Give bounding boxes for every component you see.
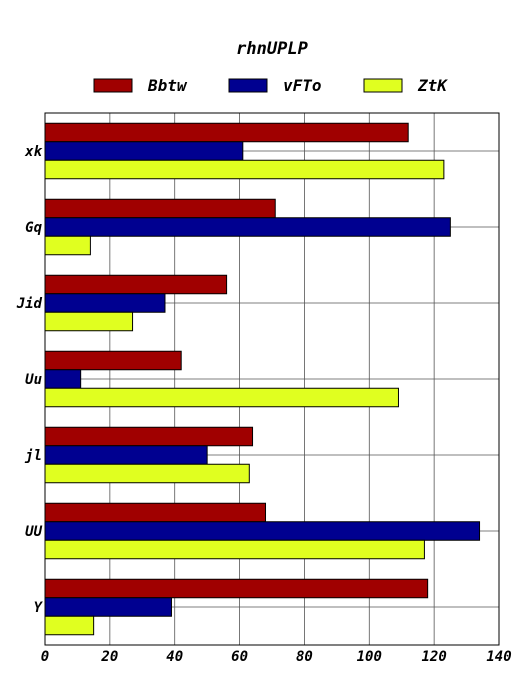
y-tick-label: UU [25, 524, 42, 540]
legend-label-ZtK: ZtK [417, 76, 448, 95]
x-tick-label: 100 [357, 649, 382, 665]
y-tick-label: Gq [25, 220, 42, 236]
bar-ZtK-jl [44, 463, 250, 484]
x-tick-label: 80 [296, 649, 313, 665]
bar-vFTo-jl [44, 445, 208, 465]
y-tick-label: Jid [16, 296, 43, 312]
x-tick-label: 60 [231, 649, 248, 665]
y-tick-label: jl [24, 448, 42, 464]
x-tick-label: 120 [421, 649, 446, 665]
bar-ZtK-Y [44, 615, 95, 636]
y-tick-label: xk [24, 144, 42, 160]
y-axis-labels: xk Gq Jid Uu jl UU Y [16, 144, 44, 616]
legend-label-Bbtw: Bbtw [147, 76, 188, 95]
plot-frame [44, 112, 500, 646]
bar-ZtK-Jid [44, 311, 134, 332]
legend-swatch-Bbtw [93, 78, 133, 93]
bar-vFTo-Gq [44, 217, 451, 237]
grid [44, 113, 500, 645]
x-axis-labels: 0 20 40 60 80 100 120 140 [41, 649, 512, 665]
bar-Bbtw-Uu [44, 350, 182, 371]
x-tick-label: 140 [486, 649, 511, 665]
y-tick-label: Y [34, 600, 44, 616]
bar-ZtK-Uu [44, 387, 399, 408]
bar-Bbtw-Jid [44, 274, 228, 295]
y-tick-label: Uu [25, 372, 42, 388]
bar-ZtK-xk [44, 159, 445, 180]
bar-vFTo-Jid [44, 293, 166, 313]
x-tick-label: 20 [100, 649, 118, 665]
bar-Bbtw-Y [44, 578, 429, 599]
bar-vFTo-Uu [44, 369, 82, 389]
legend-swatch-vFTo [228, 78, 268, 93]
bar-ZtK-Gq [44, 235, 91, 256]
legend-swatch-ZtK [363, 78, 403, 93]
bar-Bbtw-jl [44, 426, 254, 447]
bar-vFTo-xk [44, 141, 244, 161]
legend: Bbtw vFTo ZtK [93, 76, 448, 95]
x-tick-label: 40 [166, 649, 183, 665]
bar-ZtK-UU [44, 539, 425, 560]
chart-title: rhnUPLP [236, 39, 308, 59]
bar-vFTo-UU [44, 521, 481, 541]
bar-Bbtw-xk [44, 122, 409, 143]
legend-label-vFTo: vFTo [283, 76, 322, 95]
bar-Bbtw-Gq [44, 198, 276, 219]
bar-vFTo-Y [44, 597, 172, 617]
x-tick-label: 0 [41, 649, 49, 665]
bar-Bbtw-UU [44, 502, 267, 523]
